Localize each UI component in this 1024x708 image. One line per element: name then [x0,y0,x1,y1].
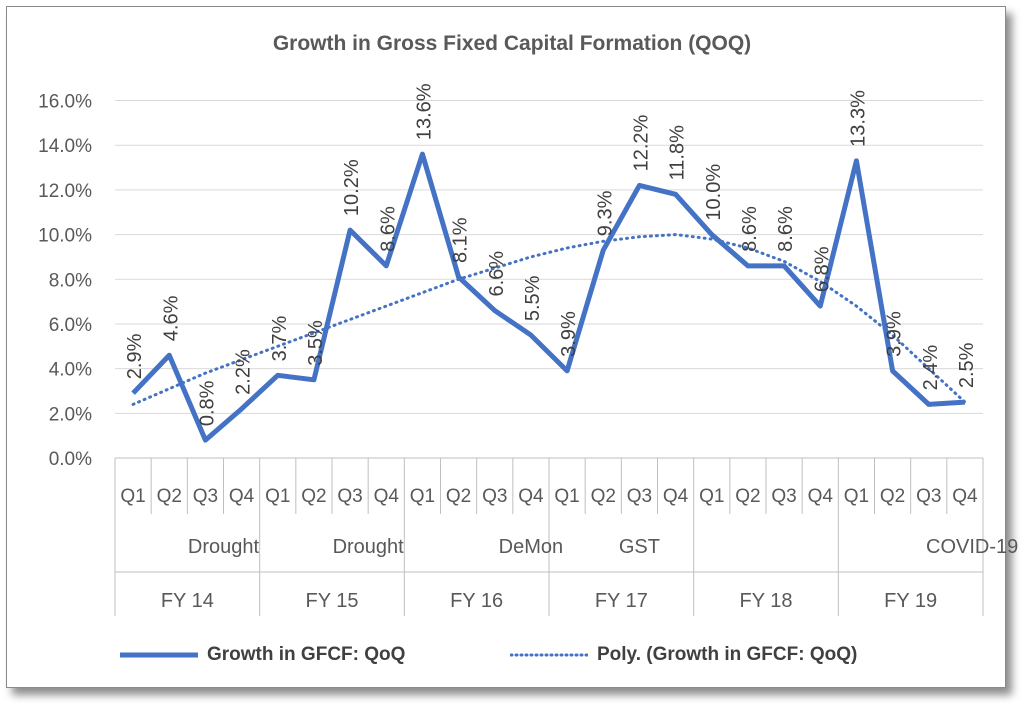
x-tick-label: Q3 [916,486,941,507]
x-tick-label: Q2 [591,486,616,507]
x-tick-label: Q1 [410,486,435,507]
y-tick-label: 0.0% [49,449,92,470]
x-tick-label: Q4 [808,486,834,507]
y-tick-label: 4.0% [49,360,92,381]
series-line-gfcf [131,151,966,443]
y-tick-label: 6.0% [49,315,92,336]
data-label: 10.0% [703,164,725,221]
data-label: 8.1% [450,217,472,263]
x-tick-label: Q4 [229,486,255,507]
x-tick-label: Q2 [301,486,326,507]
x-tick-label: Q4 [663,486,689,507]
y-tick-label: 8.0% [49,270,92,291]
event-label: Drought [333,536,405,558]
data-label: 2.2% [233,349,255,395]
x-tick-label: Q2 [880,486,905,507]
legend-solid-swatch [120,652,198,658]
fiscal-year-label: FY 15 [306,590,359,612]
x-tick-label: Q2 [446,486,471,507]
event-label: DeMon [499,536,563,558]
y-axis: 0.0% 2.0% 4.0% 6.0% 8.0% 10.0% 12.0% 14.0% 16.0% [38,92,92,471]
data-label: 3.7% [269,316,291,362]
data-label: 4.6% [160,295,182,341]
chart-frame [6,6,1006,688]
x-tick-label: Q3 [482,486,507,507]
data-label: 13.3% [847,90,869,147]
y-tick-label: 12.0% [38,181,92,202]
data-label: 3.9% [884,311,906,357]
x-axis: Q1 Q2 Q3 Q4 Q1 Q2 Q3 Q4 Q1 Q2 Q3 Q4 Q1 Q2 Q3 Q4 Q1 Q2 Q3 Q4… [114,457,1018,616]
x-tick-label: Q3 [771,486,796,507]
x-tick-label: Q4 [518,486,544,507]
data-label: 12.2% [630,114,652,171]
x-tick-label: Q4 [952,486,978,507]
data-label: 2.9% [124,333,146,379]
data-label: 3.5% [305,320,327,366]
data-label: 8.6% [775,206,797,252]
data-label: 13.6% [413,83,435,140]
data-label: 8.6% [739,206,761,252]
data-label: 6.6% [486,251,508,297]
data-label: 10.2% [341,159,363,216]
trendline-poly [131,233,967,406]
x-tick-label: Q1 [844,486,869,507]
data-labels: 2.9% 4.6% 0.8% 2.2% 3.7% 3.5% 10.2% 8.6% 13.6% 8.… [124,83,978,426]
x-tick-label: Q3 [337,486,362,507]
x-tick-label: Q1 [120,486,145,507]
data-label: 11.8% [667,125,689,180]
fiscal-year-label: FY 16 [450,590,503,612]
legend-label-poly: Poly. (Growth in GFCF: QoQ) [597,644,858,665]
event-label: GST [619,536,660,558]
y-tick-label: 2.0% [49,404,92,425]
plot-area [131,151,967,443]
data-label: 2.5% [956,342,978,388]
x-tick-label: Q1 [699,486,724,507]
fiscal-year-label: FY 14 [161,590,214,612]
x-tick-label: Q3 [193,486,218,507]
x-tick-label: Q3 [627,486,652,507]
data-label: 3.9% [558,311,580,357]
y-tick-label: 14.0% [38,136,92,157]
event-label: Drought [188,536,260,558]
x-tick-label: Q1 [265,486,290,507]
event-label: COVID-19 [926,536,1018,558]
x-tick-label: Q1 [554,486,579,507]
x-tick-label: Q2 [157,486,182,507]
fiscal-year-label: FY 18 [740,590,793,612]
data-label: 2.4% [920,345,942,391]
data-label: 0.8% [196,380,218,426]
data-label: 6.8% [811,246,833,292]
legend-label-gfcf: Growth in GFCF: QoQ [207,644,406,665]
fiscal-year-label: FY 17 [595,590,648,612]
y-tick-label: 10.0% [38,226,92,247]
x-tick-label: Q2 [735,486,760,507]
x-tick-label: Q4 [374,486,400,507]
chart-title: Growth in Gross Fixed Capital Formation … [272,32,752,55]
data-label: 8.6% [377,206,399,252]
data-label: 9.3% [594,190,616,236]
y-tick-label: 16.0% [38,92,92,113]
legend-dotted-swatch [510,653,588,657]
data-label: 5.5% [522,275,544,321]
fiscal-year-label: FY 19 [884,590,937,612]
